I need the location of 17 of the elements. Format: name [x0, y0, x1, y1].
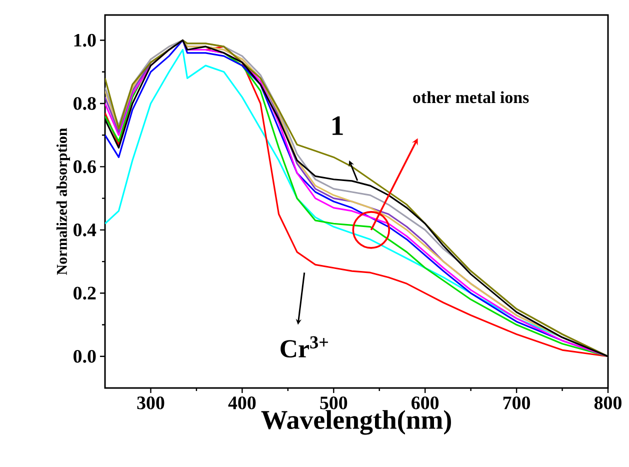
x-tick-label: 800: [594, 396, 622, 410]
x-tick-label: 400: [228, 396, 256, 410]
annotation: 1: [332, 116, 343, 135]
x-tick-label: 500: [320, 396, 348, 410]
y-axis-title: Normalized absorption: [56, 128, 70, 275]
x-tick-label: 600: [412, 396, 439, 410]
y-tick-label: 0.8: [74, 97, 96, 110]
y-tick-label: 1.0: [74, 34, 96, 47]
y-tick-label: 0.6: [74, 160, 96, 174]
x-tick-label: 700: [503, 396, 530, 410]
x-tick-label: 300: [137, 396, 164, 410]
y-tick-label: 0.4: [74, 224, 96, 236]
x-axis-title: Wavelength(nm): [261, 410, 451, 435]
annotation: other metal ions: [413, 91, 529, 104]
y-tick-label: 0.2: [74, 286, 96, 300]
y-tick-label: 0.0: [74, 350, 96, 363]
annotation: Cr$^{3+}$: [280, 336, 328, 358]
